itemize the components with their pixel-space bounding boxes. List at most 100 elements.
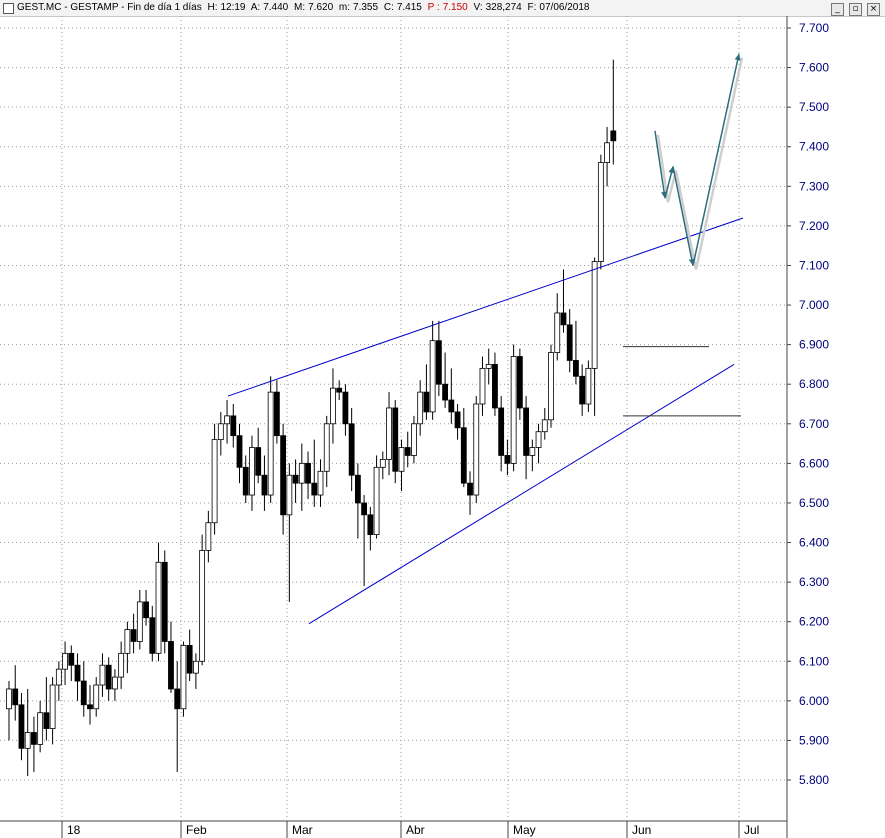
y-tick-label: 7.500 [799, 100, 829, 114]
x-tick-label: May [513, 823, 536, 837]
header-prev-value: 7.150 [442, 2, 468, 13]
candle-body [342, 391, 349, 425]
candle-body [330, 387, 336, 425]
candle-body [136, 601, 143, 642]
header-close-value: 7.415 [396, 2, 422, 13]
y-tick-label: 7.700 [799, 21, 829, 35]
minimize-button[interactable]: _ [831, 3, 844, 16]
window-buttons: _ ▫ × [829, 1, 883, 17]
restore-button[interactable]: ▫ [849, 3, 862, 16]
header-high-value: 7.620 [308, 2, 334, 13]
candle-body [560, 312, 567, 326]
candle-body [211, 439, 218, 524]
y-tick-label: 6.500 [799, 496, 829, 510]
header-low-label: m: [338, 2, 351, 13]
candle-body [286, 474, 293, 516]
candle-body [161, 561, 168, 642]
header-open-value: 7.440 [263, 2, 289, 13]
candle-body [323, 423, 330, 472]
candle-body [448, 399, 455, 413]
candle-body [273, 391, 280, 437]
candle-body [199, 550, 206, 662]
y-tick-label: 6.700 [799, 417, 829, 431]
candle-body [610, 130, 617, 142]
forecast-shadow [656, 57, 744, 270]
candle-body [591, 261, 598, 369]
candle-body [498, 407, 505, 456]
candle-body [317, 470, 324, 496]
candle-body [305, 462, 311, 484]
candle-body [417, 391, 424, 425]
header-h-value: 12:19 [220, 2, 246, 13]
candle-body [37, 712, 44, 745]
x-tick-label: 18 [67, 823, 81, 837]
y-tick-label: 7.300 [799, 179, 829, 193]
candle-body [367, 514, 374, 536]
y-tick-label: 6.300 [799, 575, 829, 589]
candle-body [554, 312, 561, 353]
forecast-arrowhead [668, 166, 675, 174]
header-high-label: M: [294, 2, 306, 13]
candle-body [373, 466, 380, 536]
header-prev-label: P : [427, 2, 440, 13]
y-tick-label: 7.600 [799, 61, 829, 75]
candle-body [205, 522, 212, 551]
candle-body [523, 407, 529, 456]
candle-body [423, 391, 430, 413]
candle-body [548, 352, 554, 421]
y-tick-label: 7.400 [799, 140, 829, 154]
candle-body [155, 561, 162, 654]
candle-body [236, 435, 243, 468]
candle-body [541, 419, 548, 433]
header-volume-label: V: [473, 2, 483, 13]
candle-body [74, 664, 81, 682]
candle-body [379, 459, 386, 468]
candle-body [354, 474, 361, 504]
candle-body [604, 142, 610, 163]
candle-body [442, 383, 449, 401]
candle-body [55, 668, 62, 686]
candle-body [31, 732, 37, 745]
candle-body [230, 415, 237, 437]
candle-body [6, 688, 12, 710]
candle-body [242, 466, 249, 496]
candle-body [361, 502, 368, 516]
header-date-label: F: [527, 2, 537, 13]
y-tick-label: 6.400 [799, 536, 829, 550]
x-tick-label: Mar [292, 823, 313, 837]
candle-body [386, 407, 392, 460]
candle-body [510, 356, 517, 464]
candle-body [292, 474, 299, 484]
candle-body [105, 664, 112, 690]
candle-body [217, 423, 224, 441]
candle-body [529, 447, 536, 456]
close-button[interactable]: × [867, 3, 880, 16]
candle-body [473, 403, 480, 496]
candle-body [516, 356, 523, 409]
header-date-value: 07/06/2018 [539, 2, 590, 13]
candle-body [87, 704, 93, 710]
candle-body [492, 364, 498, 409]
header-close-label: C: [383, 2, 394, 13]
candle-body [479, 367, 486, 405]
candle-body [435, 340, 442, 385]
candle-body [62, 652, 68, 670]
y-tick-label: 7.200 [799, 219, 829, 233]
x-tick-label: Jul [744, 823, 759, 837]
candle-body [298, 462, 305, 484]
header-symbol: GEST.MC - GESTAMP - Fin de día 1 días [17, 2, 202, 13]
header-volume-value: 328,274 [485, 2, 522, 13]
y-tick-label: 7.100 [799, 258, 829, 272]
y-tick-label: 6.200 [799, 615, 829, 629]
y-tick-label: 5.900 [799, 733, 829, 747]
candle-body [255, 447, 262, 476]
candle-body [80, 680, 87, 706]
candle-body [454, 411, 461, 429]
candle-body [93, 684, 100, 710]
x-tick-label: Jun [632, 823, 651, 837]
chart-window-titlebar: GEST.MC - GESTAMP - Fin de día 1 días H:… [0, 0, 885, 17]
candle-body [348, 423, 355, 476]
trendline [308, 363, 735, 625]
candle-body [467, 482, 473, 496]
candle-body [24, 732, 31, 749]
